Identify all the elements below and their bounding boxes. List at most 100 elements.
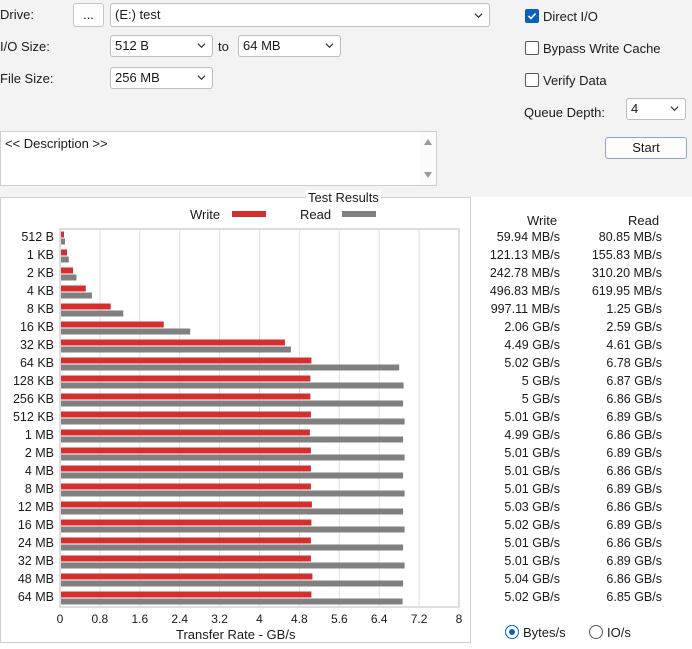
write-bar — [61, 483, 311, 490]
description-textarea[interactable]: << Description >> — [0, 131, 437, 186]
scroll-up-icon[interactable] — [423, 138, 433, 146]
x-tick-label: 4.8 — [291, 612, 308, 626]
category-label: 16 KB — [19, 320, 54, 334]
legend-read-label: Read — [300, 207, 332, 222]
browse-button[interactable]: ... — [73, 3, 104, 27]
queue-depth-value: 4 — [631, 101, 639, 116]
read-bar — [61, 490, 405, 497]
read-bar — [61, 292, 92, 299]
read-bar — [61, 508, 404, 515]
write-bar — [61, 555, 311, 562]
io-size-from-select[interactable]: 512 B — [110, 35, 213, 57]
read-value: 6.86 GB/s — [606, 536, 662, 550]
x-tick-label: 0.8 — [91, 612, 109, 626]
read-bar — [61, 454, 405, 461]
read-value: 2.59 GB/s — [606, 320, 662, 334]
verify-data-checkbox[interactable] — [525, 73, 539, 87]
write-bar — [61, 285, 86, 292]
chevron-down-icon — [197, 43, 206, 49]
read-bar — [61, 580, 404, 587]
read-bar — [61, 274, 77, 281]
read-value: 1.25 GB/s — [606, 302, 662, 316]
description-scrollbar[interactable] — [420, 132, 436, 185]
file-size-value: 256 MB — [115, 70, 160, 85]
read-bar — [61, 238, 65, 245]
x-tick-label: 1.6 — [131, 612, 149, 626]
x-tick-label: 6.4 — [370, 612, 388, 626]
read-value: 310.20 MB/s — [591, 266, 662, 280]
write-value: 4.99 GB/s — [504, 428, 560, 442]
write-column-header: Write — [527, 213, 558, 228]
read-bar — [61, 598, 403, 605]
write-value: 496.83 MB/s — [489, 284, 560, 298]
chevron-down-icon — [474, 13, 483, 19]
queue-depth-label: Queue Depth: — [524, 105, 605, 120]
read-value: 6.86 GB/s — [606, 428, 662, 442]
read-bar — [61, 418, 405, 425]
write-value: 2.06 GB/s — [504, 320, 560, 334]
read-value: 6.86 GB/s — [606, 464, 662, 478]
read-bar — [61, 382, 404, 389]
chevron-down-icon — [670, 106, 679, 112]
write-bar — [61, 357, 312, 364]
drive-label: Drive: — [0, 7, 34, 22]
category-label: 128 KB — [12, 374, 54, 388]
category-label: 16 MB — [17, 518, 54, 532]
write-bar — [61, 465, 311, 472]
direct-io-label: Direct I/O — [543, 9, 598, 24]
io-size-label: I/O Size: — [0, 39, 50, 54]
bytes-per-second-label: Bytes/s — [523, 625, 566, 640]
file-size-select[interactable]: 256 MB — [110, 67, 213, 89]
scroll-down-icon[interactable] — [423, 171, 433, 179]
write-bar — [61, 375, 311, 382]
read-value: 4.61 GB/s — [606, 338, 662, 352]
write-bar — [61, 501, 312, 508]
category-label: 12 MB — [17, 500, 54, 514]
category-label: 512 KB — [12, 410, 54, 424]
read-value: 6.89 GB/s — [606, 482, 662, 496]
queue-depth-select[interactable]: 4 — [626, 98, 686, 120]
write-value: 5.02 GB/s — [504, 518, 560, 532]
start-button[interactable]: Start — [605, 137, 687, 159]
write-value: 5.01 GB/s — [504, 482, 560, 496]
read-value: 6.89 GB/s — [606, 554, 662, 568]
category-label: 48 MB — [17, 572, 54, 586]
io-size-to-select[interactable]: 64 MB — [238, 35, 341, 57]
write-bar — [61, 393, 311, 400]
read-bar — [61, 310, 124, 317]
write-bar — [61, 267, 74, 274]
read-value: 6.86 GB/s — [606, 392, 662, 406]
write-bar — [61, 249, 67, 256]
category-label: 512 B — [21, 230, 54, 244]
write-value: 5.01 GB/s — [504, 554, 560, 568]
drive-select[interactable]: (E:) test — [110, 3, 490, 27]
write-value: 121.13 MB/s — [489, 248, 560, 262]
x-tick-label: 5.6 — [330, 612, 348, 626]
direct-io-checkbox[interactable] — [525, 9, 539, 23]
category-label: 64 KB — [19, 356, 54, 370]
drive-select-value: (E:) test — [115, 7, 161, 22]
x-tick-label: 2.4 — [171, 612, 189, 626]
category-label: 32 MB — [17, 554, 54, 568]
read-value: 6.89 GB/s — [606, 410, 662, 424]
read-value: 6.78 GB/s — [606, 356, 662, 370]
write-value: 5.03 GB/s — [504, 500, 560, 514]
io-size-to-value: 64 MB — [243, 38, 281, 53]
write-value: 997.11 MB/s — [490, 302, 560, 316]
category-label: 1 KB — [26, 248, 54, 262]
chevron-down-icon — [325, 43, 334, 49]
write-bar — [61, 573, 313, 580]
write-bar — [61, 303, 111, 310]
bytes-per-second-radio[interactable] — [505, 625, 519, 639]
write-bar — [61, 519, 312, 526]
write-value: 5.02 GB/s — [504, 590, 560, 604]
bypass-write-cache-checkbox[interactable] — [525, 41, 539, 55]
write-bar — [61, 447, 311, 454]
legend-write-label: Write — [190, 207, 221, 222]
write-value: 5.02 GB/s — [504, 356, 560, 370]
category-label: 8 KB — [26, 302, 54, 316]
read-value: 6.86 GB/s — [606, 500, 662, 514]
category-label: 2 KB — [26, 266, 54, 280]
read-value: 6.89 GB/s — [606, 446, 662, 460]
io-per-second-radio[interactable] — [589, 625, 603, 639]
